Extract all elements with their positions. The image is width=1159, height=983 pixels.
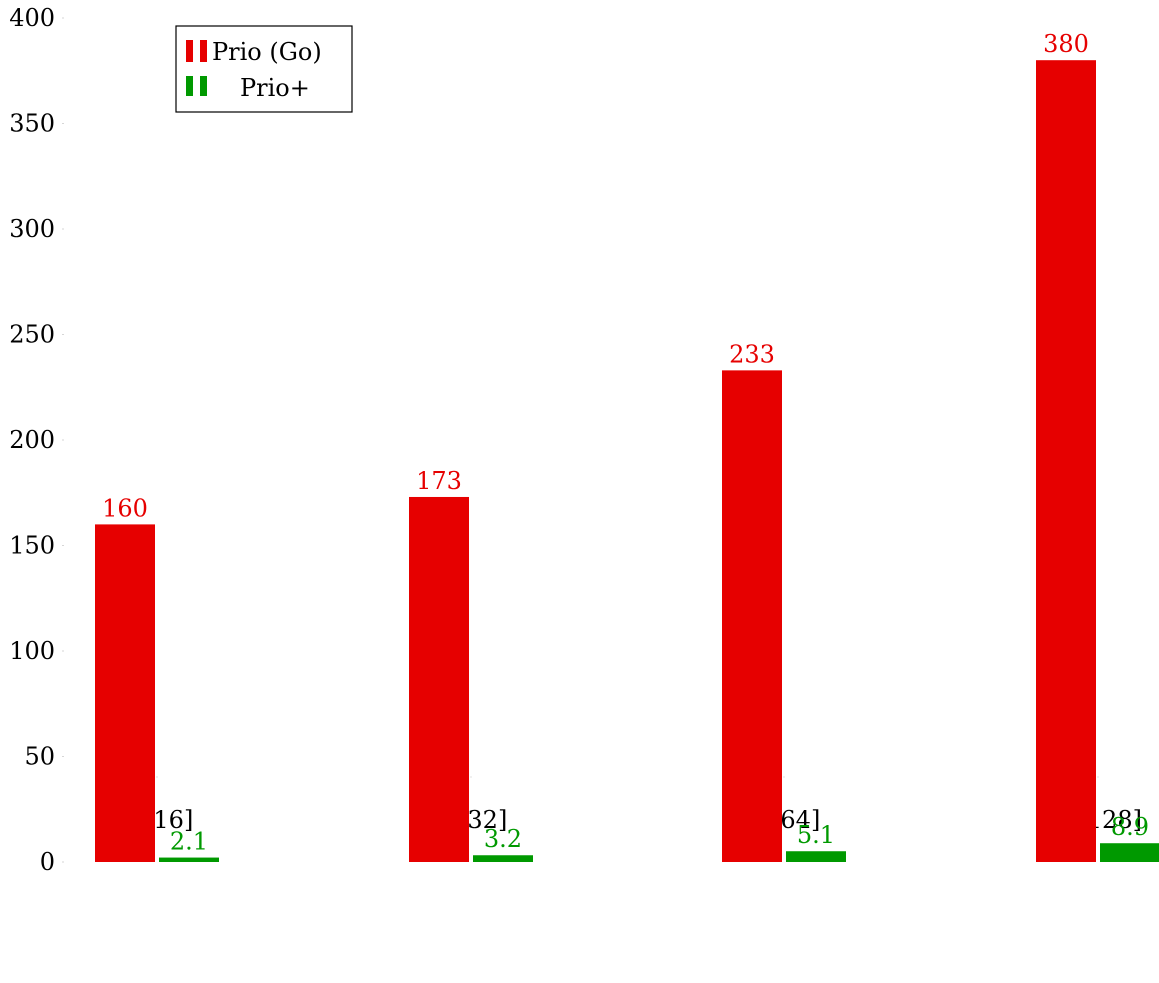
y-tick-label: 0 [40,848,55,876]
y-tick-label: 250 [9,321,55,349]
legend-label: Prio+ [240,74,310,102]
legend-swatch-icon [200,40,207,62]
y-tick-label: 400 [9,4,55,32]
y-tick-label: 50 [24,743,55,771]
bar-value-label: 5.1 [797,821,835,849]
y-tick-label: 350 [9,110,55,138]
bar [1100,843,1159,862]
y-tick-label: 300 [9,215,55,243]
bar-value-label: 173 [416,467,462,495]
legend-entry-prio-plus: Prio+ [186,74,310,102]
bar [473,855,533,862]
bar-value-label: 380 [1043,30,1089,58]
bar [159,857,219,862]
bar-value-label: 233 [729,340,775,368]
data-labels: 160 173 233 380 2.1 3.2 5.1 8.9 [102,30,1149,855]
bar [722,370,782,862]
bar [1036,60,1096,862]
bar-value-label: 8.9 [1111,813,1149,841]
legend: Prio (Go) Prio+ [175,25,353,113]
y-tick-label: 100 [9,637,55,665]
x-axis: [0-16] [0-32] [0-64] [0-128] [121,776,1142,834]
legend-swatch-icon [186,40,193,62]
legend-swatch-icon [200,76,207,96]
legend-swatch-icon [186,76,193,96]
bar-value-label: 160 [102,494,148,522]
bar [786,851,846,862]
bars [95,60,1159,862]
y-axis: 0 50 100 150 200 250 300 350 400 [9,4,64,876]
legend-entry-prio-go: Prio (Go) [186,38,322,66]
bar-value-label: 2.1 [170,828,208,856]
y-tick-label: 200 [9,426,55,454]
bar-value-label: 3.2 [484,825,522,853]
bar [409,496,469,862]
legend-label: Prio (Go) [212,38,322,66]
y-tick-label: 150 [9,532,55,560]
bar [95,524,155,862]
